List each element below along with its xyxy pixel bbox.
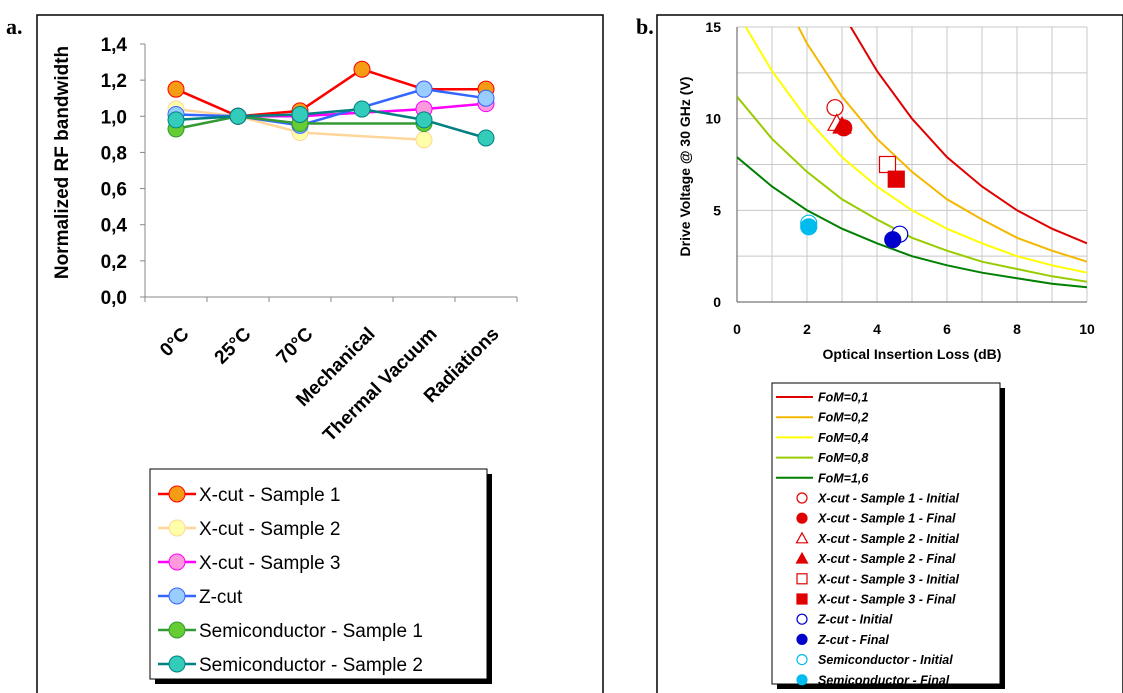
legend-marker-x-cut-sample-1-final (796, 512, 808, 524)
data-point-x-cut-sample-1-initial (826, 99, 844, 117)
panel-a-y-tick-label: 0,8 (101, 143, 127, 164)
series-point-x-cut-sample-1 (167, 80, 185, 98)
panel-b-x-tick-label: 6 (943, 321, 951, 337)
curve-fom-0-4 (744, 27, 1087, 274)
series-point-semiconductor-sample-2 (167, 111, 185, 129)
legend-label: X-cut - Sample 2 - Initial (817, 532, 960, 546)
legend-marker-x-cut-sample-2-final (795, 551, 809, 564)
data-point-x-cut-sample-3-initial (878, 155, 897, 174)
legend-label: Z-cut (199, 587, 243, 608)
legend-marker-x-cut-sample-1-initial (796, 492, 808, 504)
legend-label: FoM=0,2 (818, 411, 868, 425)
panel-a-y-tick-label: 1,0 (101, 107, 127, 128)
panel-b-x-tick-label: 4 (873, 321, 881, 337)
panel-b-y-tick-label: 5 (713, 202, 721, 218)
legend-label: Z-cut - Final (817, 633, 889, 647)
legend-marker-z-cut (168, 587, 186, 605)
panel-b-x-tick-label: 2 (803, 321, 811, 337)
series-point-z-cut (477, 89, 495, 107)
panel-b-y-axis-title: Drive Voltage @ 30 GHz (V) (677, 77, 693, 257)
legend-marker-x-cut-sample-3-initial (796, 573, 808, 585)
legend-label: X-cut - Sample 3 - Final (817, 593, 956, 607)
panel-a-y-axis-title: Normalized RF bandwidth (52, 46, 73, 279)
legend-label: FoM=1,6 (818, 471, 869, 485)
data-point-z-cut-final (884, 231, 902, 249)
series-point-x-cut-sample-2 (415, 131, 433, 149)
legend-marker-x-cut-sample-2-initial (795, 531, 809, 544)
panel-a-y-tick-label: 0,4 (101, 216, 128, 237)
legend-marker-semiconductor-initial (796, 653, 808, 666)
legend-label: FoM=0,1 (818, 391, 868, 405)
legend-label: Semiconductor - Sample 1 (199, 621, 423, 642)
legend-label: X-cut - Sample 2 - Final (817, 552, 956, 566)
panel-a-y-tick-label: 1,4 (101, 35, 128, 56)
legend-label: Semiconductor - Initial (818, 653, 953, 667)
legend-label: Z-cut - Initial (817, 613, 893, 627)
panel-b-x-axis-title: Optical Insertion Loss (dB) (823, 346, 1002, 362)
panel-a-y-tick-label: 1,2 (101, 71, 127, 92)
series-point-x-cut-sample-1 (353, 60, 371, 78)
legend-label: X-cut - Sample 1 (199, 485, 341, 506)
panel-a-y-tick-label: 0,6 (101, 180, 127, 201)
legend-marker-x-cut-sample-2 (168, 519, 186, 537)
legend-marker-semiconductor-sample-1 (168, 621, 186, 639)
legend-marker-semiconductor-sample-2 (168, 655, 186, 673)
legend-marker-x-cut-sample-3-final (796, 593, 808, 605)
panel-b-y-tick-label: 0 (713, 294, 721, 310)
legend-label: Semiconductor - Sample 2 (199, 655, 423, 676)
series-line-x-cut-sample-2 (175, 107, 425, 142)
series-point-semiconductor-sample-2 (353, 100, 371, 118)
panel-a-legend-box (149, 468, 488, 680)
data-point-x-cut-sample-3-final (887, 170, 905, 188)
series-line-semiconductor-sample-1 (175, 115, 424, 131)
panel-a-label: a. (6, 14, 23, 39)
legend-label: Semiconductor - Final (818, 673, 950, 687)
panel-a-y-tick-label: 0,2 (101, 252, 127, 273)
series-point-semiconductor-sample-2 (415, 111, 433, 129)
legend-label: X-cut - Sample 1 - Final (817, 512, 956, 526)
panel-b-x-tick-label: 10 (1079, 321, 1095, 337)
legend-label: X-cut - Sample 2 (199, 519, 341, 540)
legend-label: X-cut - Sample 3 - Initial (817, 572, 960, 586)
legend-label: FoM=0,4 (818, 431, 868, 445)
series-line-semiconductor-sample-2 (175, 107, 487, 140)
panel-a-y-tick-label: 0,0 (101, 288, 127, 309)
panel-b-x-tick-label: 8 (1013, 321, 1021, 337)
series-point-z-cut (415, 80, 433, 98)
legend-marker-z-cut-final (796, 633, 808, 646)
panel-b-label: b. (636, 14, 654, 39)
legend-label: FoM=0,8 (818, 451, 868, 465)
panel-b-x-tick-label: 0 (733, 321, 741, 337)
legend-marker-x-cut-sample-3 (168, 553, 186, 571)
legend-marker-z-cut-initial (796, 613, 808, 625)
data-point-x-cut-sample-2-final (832, 115, 852, 134)
legend-marker-x-cut-sample-1 (168, 485, 186, 503)
curve-fom-0-8 (737, 96, 1087, 283)
legend-marker-semiconductor-final (796, 674, 808, 686)
series-line-x-cut-sample-1 (175, 67, 486, 118)
series-point-semiconductor-sample-2 (229, 107, 247, 125)
curve-fom-0-1 (849, 27, 1087, 245)
series-point-semiconductor-sample-2 (477, 129, 495, 147)
panel-b-y-tick-label: 15 (705, 19, 721, 35)
curve-fom-1-6 (737, 156, 1087, 289)
panel-b-legend-box (771, 382, 1001, 685)
series-point-semiconductor-sample-2 (291, 105, 309, 123)
data-point-semiconductor-final (800, 218, 818, 236)
panel-b-y-tick-label: 10 (705, 111, 721, 127)
legend-label: X-cut - Sample 1 - Initial (817, 492, 960, 506)
legend-label: X-cut - Sample 3 (199, 553, 341, 574)
curve-fom-0-2 (797, 27, 1087, 263)
